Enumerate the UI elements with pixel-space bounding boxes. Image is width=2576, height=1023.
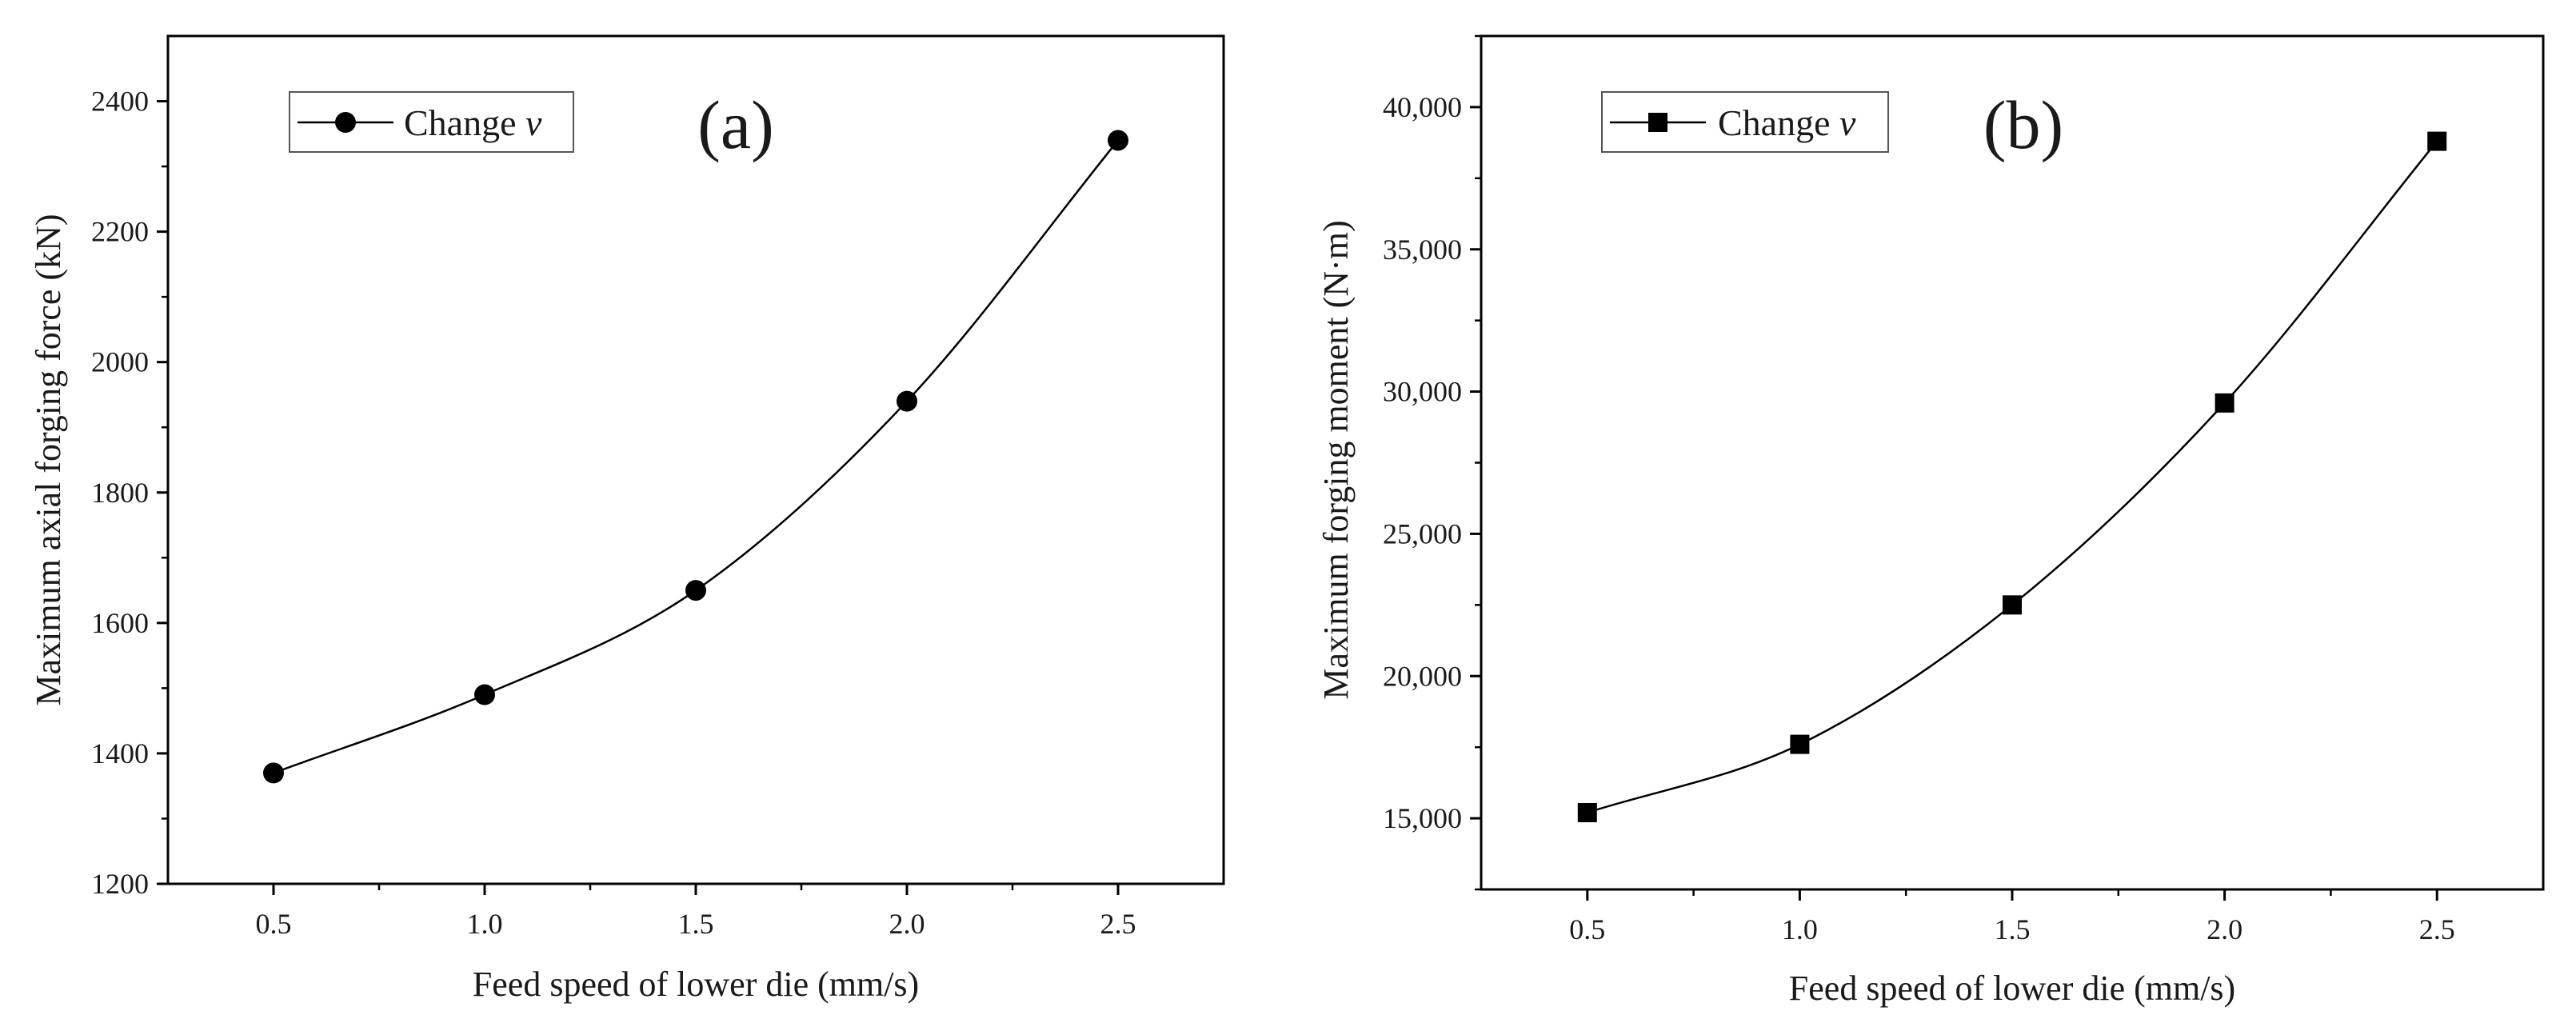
legend-label: Change v <box>1718 102 1856 143</box>
y-tick-label: 20,000 <box>1383 660 1462 692</box>
series-markers <box>1577 131 2447 822</box>
x-axis-ticks: 0.5 1.0 1.5 2.0 2.5 <box>1569 889 2455 945</box>
series-curve <box>273 139 1119 774</box>
x-tick-label: 1.5 <box>678 908 714 940</box>
y-tick-label: 1200 <box>91 868 149 900</box>
x-tick-label: 0.5 <box>256 908 292 940</box>
plot-frame <box>1480 34 2545 891</box>
legend: Change v <box>1601 91 1889 153</box>
y-axis-ticks: 1200 1400 1600 1800 2000 2200 2400 <box>91 86 168 900</box>
x-tick-label: 2.0 <box>889 908 925 940</box>
x-tick-label: 1.0 <box>467 908 503 940</box>
y-tick-label: 1600 <box>91 607 149 639</box>
panel-label: (a) <box>697 86 773 163</box>
y-tick-label: 2400 <box>91 86 149 118</box>
series-markers <box>263 130 1128 784</box>
y-axis-ticks: 15,000 20,000 25,000 30,000 35,000 40,000 <box>1383 34 1481 891</box>
y-tick-label: 40,000 <box>1383 91 1462 123</box>
y-tick-label: 2000 <box>91 346 149 378</box>
series-curve <box>1587 140 2438 814</box>
data-point-circle <box>474 684 495 705</box>
x-tick-label: 1.5 <box>1995 913 2031 945</box>
legend: Change v <box>289 91 574 153</box>
plot-frame <box>166 34 1225 885</box>
data-point-square <box>1577 802 1597 822</box>
data-point-circle <box>897 390 917 412</box>
legend-marker-square-icon <box>1648 113 1667 132</box>
chart-panel-a: 1200 1400 1600 1800 2000 2200 2400 0.5 1.0 1.5 2.… <box>29 34 1225 1004</box>
panel-label: (b) <box>1983 86 2063 163</box>
legend-marker-circle-icon <box>335 112 356 133</box>
y-axis-label: Maximum forging moment (N·m) <box>1316 220 1356 699</box>
x-tick-label: 0.5 <box>1569 913 1605 945</box>
x-axis-label: Feed speed of lower die (mm/s) <box>473 965 919 1004</box>
y-tick-label: 30,000 <box>1383 376 1462 408</box>
y-tick-label: 1400 <box>91 737 149 769</box>
data-point-square <box>2003 595 2022 615</box>
data-point-circle <box>685 580 706 601</box>
x-tick-label: 2.5 <box>2419 913 2455 945</box>
x-tick-label: 2.0 <box>2207 913 2243 945</box>
y-axis-label: Maximum axial forging force (kN) <box>29 214 68 705</box>
y-tick-label: 1800 <box>91 477 149 509</box>
x-tick-label: 1.0 <box>1782 913 1818 945</box>
data-point-circle <box>1108 130 1128 151</box>
data-point-square <box>2427 131 2447 151</box>
y-tick-label: 2200 <box>91 216 149 248</box>
legend-label: Change v <box>404 102 542 143</box>
data-point-square <box>2215 393 2235 413</box>
x-tick-label: 2.5 <box>1100 908 1136 940</box>
y-tick-label: 15,000 <box>1383 802 1462 834</box>
y-tick-label: 25,000 <box>1383 517 1462 549</box>
chart-panel-b: 15,000 20,000 25,000 30,000 35,000 40,000 0.5… <box>1316 34 2545 1008</box>
data-point-circle <box>263 762 284 784</box>
data-point-square <box>1790 734 1810 754</box>
x-axis-label: Feed speed of lower die (mm/s) <box>1789 969 2235 1008</box>
x-axis-ticks: 0.5 1.0 1.5 2.0 2.5 <box>256 884 1136 940</box>
y-tick-label: 35,000 <box>1383 234 1462 266</box>
